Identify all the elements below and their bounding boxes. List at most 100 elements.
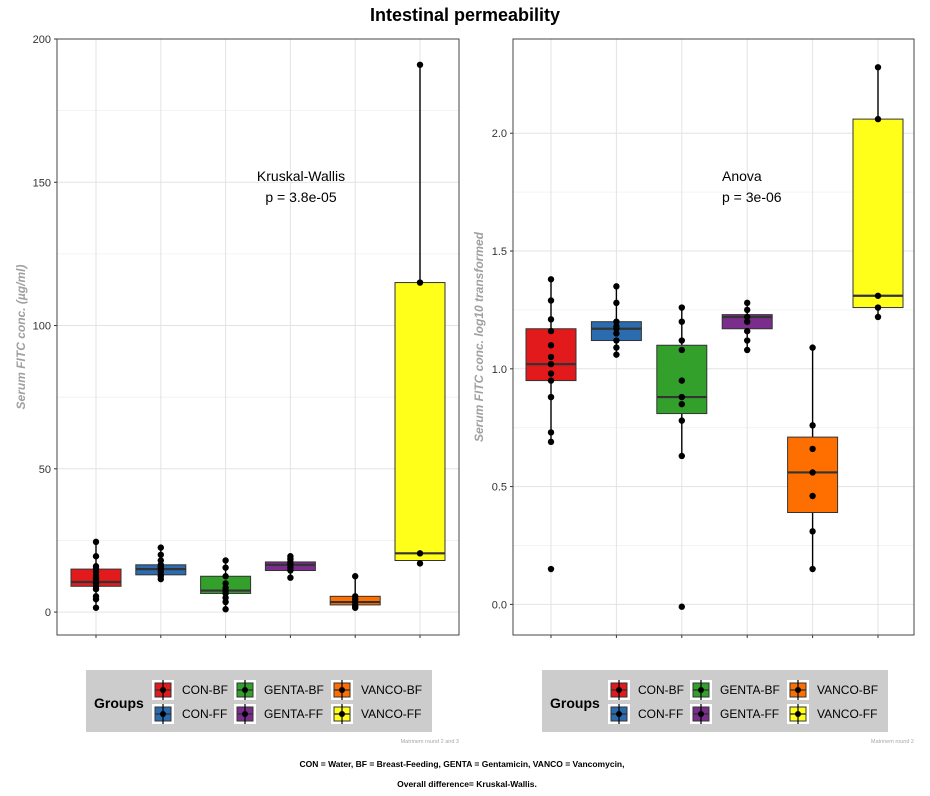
legend-item-con-bf: CON-BF xyxy=(152,680,228,700)
data-point xyxy=(809,528,816,535)
box-genta-bf xyxy=(656,304,708,610)
plot-background xyxy=(57,39,459,635)
plot-border xyxy=(56,38,460,636)
data-point xyxy=(678,318,685,325)
data-point xyxy=(157,551,164,558)
legend-label: CON-FF xyxy=(638,707,683,721)
legend-label: CON-BF xyxy=(638,683,684,697)
legend-point xyxy=(698,687,704,693)
legend-item-vanco-bf: VANCO-BF xyxy=(787,680,878,700)
y-tick-label: 0.0 xyxy=(492,599,507,611)
data-point xyxy=(92,593,100,600)
legend-label: VANCO-BF xyxy=(361,683,422,697)
data-point xyxy=(744,313,751,321)
data-point xyxy=(287,553,294,560)
data-point xyxy=(416,560,424,567)
data-point xyxy=(678,346,685,354)
stat-annotation: p = 3e-06 xyxy=(722,189,782,205)
data-point xyxy=(547,353,555,361)
data-point xyxy=(678,603,685,610)
data-point xyxy=(874,292,882,299)
legend-title: Groups xyxy=(550,695,600,711)
legend-point xyxy=(616,711,622,717)
data-point xyxy=(547,393,555,401)
data-point xyxy=(678,452,685,460)
legend-point xyxy=(160,711,166,717)
box-genta-ff xyxy=(721,299,773,354)
data-point xyxy=(613,351,620,358)
data-point xyxy=(222,564,229,571)
stat-annotation: Anova xyxy=(722,168,762,184)
box-iqr xyxy=(852,118,904,309)
legend-label: VANCO-FF xyxy=(817,707,877,721)
right-legend: Groups CON-BF CON-FF GENTA-BF GENTA-FF VANCO-… xyxy=(542,670,888,732)
footnote-line-2: Overall difference= Kruskal-Wallis. xyxy=(397,779,537,789)
legend-label: GENTA-FF xyxy=(264,707,323,721)
data-point xyxy=(92,553,100,560)
legend-label: CON-FF xyxy=(182,707,227,721)
data-point xyxy=(744,299,751,307)
data-point xyxy=(744,337,751,344)
data-point xyxy=(613,283,620,290)
data-point xyxy=(547,429,555,436)
data-point xyxy=(613,323,620,330)
right-panel: 0.0 0.5 1.0 1.5 2.0 Serum FITC conc. log10 tr… xyxy=(472,38,915,638)
data-point xyxy=(547,565,555,573)
data-point xyxy=(809,422,816,429)
data-point xyxy=(92,538,100,546)
data-point xyxy=(874,115,882,123)
legend-item-genta-ff: GENTA-FF xyxy=(690,704,779,724)
data-point xyxy=(547,327,555,335)
legend-item-genta-ff: GENTA-FF xyxy=(234,704,323,724)
data-point xyxy=(352,573,359,580)
y-axis-label: Serum FITC conc. (µg/ml) xyxy=(14,265,28,410)
data-point xyxy=(744,346,751,354)
data-point xyxy=(744,318,751,325)
data-point xyxy=(547,438,555,446)
stat-annotation: p = 3.8e-05 xyxy=(265,189,336,205)
data-point xyxy=(92,563,100,570)
plot-border xyxy=(512,38,915,636)
data-point xyxy=(416,279,424,286)
y-axis-label: Serum FITC conc. log10 transformed xyxy=(472,231,486,442)
legend-label: VANCO-BF xyxy=(817,683,878,697)
stat-annotation: Kruskal-Wallis xyxy=(257,168,345,184)
left-panel: 0 50 100 150 200 Serum FITC conc. (µg/ml) Krus… xyxy=(14,34,460,638)
data-point xyxy=(809,445,816,453)
box-vanco-bf xyxy=(329,573,381,611)
y-tick-label: 2.0 xyxy=(492,128,507,140)
data-point xyxy=(874,313,882,321)
box-con-ff xyxy=(135,544,187,583)
data-point xyxy=(547,342,555,349)
box-con-bf xyxy=(70,538,122,611)
data-point xyxy=(157,544,164,551)
legend-item-genta-bf: GENTA-BF xyxy=(234,680,324,700)
data-point xyxy=(287,574,294,581)
box-vanco-ff xyxy=(852,64,904,321)
legend-point xyxy=(339,711,345,717)
legend-label: GENTA-FF xyxy=(720,707,779,721)
y-tick-label: 200 xyxy=(33,34,51,46)
legend-item-vanco-bf: VANCO-BF xyxy=(331,680,422,700)
legend-label: GENTA-BF xyxy=(720,683,780,697)
footnote-line-1: CON = Water, BF = Breast-Feeding, GENTA … xyxy=(300,759,625,769)
y-tick-label: 1.5 xyxy=(492,246,507,258)
legend-point xyxy=(160,687,166,693)
legend-point xyxy=(242,711,248,717)
box-con-bf xyxy=(525,276,577,573)
legend-label: GENTA-BF xyxy=(264,683,324,697)
data-point xyxy=(613,299,620,307)
data-point xyxy=(416,61,424,68)
data-point xyxy=(744,306,751,314)
box-con-ff xyxy=(590,283,642,358)
box-iqr xyxy=(394,282,446,561)
legend-title: Groups xyxy=(94,695,144,711)
data-point xyxy=(678,400,685,408)
legend-background xyxy=(86,670,432,732)
y-tick-label: 50 xyxy=(39,464,51,476)
data-point xyxy=(809,492,816,500)
y-tick-label: 0.5 xyxy=(492,482,507,494)
legend-point xyxy=(795,711,801,717)
data-point xyxy=(613,330,620,337)
plot-background xyxy=(513,39,914,635)
